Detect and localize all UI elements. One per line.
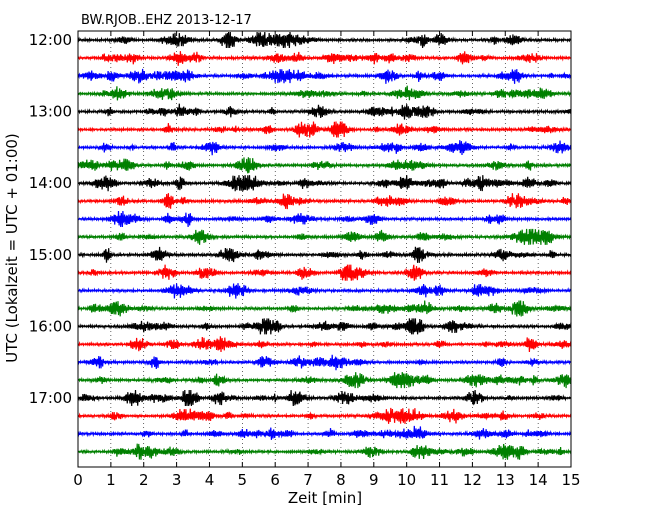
plot-frame [77, 30, 572, 468]
trace-line [77, 300, 572, 317]
trace-line [77, 193, 572, 210]
trace-line [77, 85, 572, 101]
chart-title: BW.RJOB..EHZ 2013-12-17 [81, 13, 252, 28]
x-tick-label: 2 [139, 471, 149, 489]
y-axis-label: UTC (Lokalzeit = UTC + 01:00) [3, 133, 21, 363]
trace-line [77, 336, 572, 353]
y-tick-label: 14:00 [29, 174, 72, 192]
x-tick-label: 3 [172, 471, 182, 489]
y-tick-label: 13:00 [29, 103, 72, 121]
trace-line [77, 318, 572, 335]
x-tick-label: 9 [369, 471, 379, 489]
x-tick-label: 14 [529, 471, 548, 489]
trace-line [77, 140, 572, 156]
x-axis: 0 1 2 3 4 5 6 7 8 9 10 11 12 13 14 15 [73, 31, 581, 489]
trace-line [77, 157, 572, 174]
y-tick-label: 12:00 [29, 31, 72, 49]
x-tick-label: 13 [496, 471, 515, 489]
x-tick-label: 6 [270, 471, 280, 489]
x-tick-label: 4 [205, 471, 215, 489]
x-tick-label: 5 [238, 471, 248, 489]
trace-line [77, 31, 572, 49]
trace-line [77, 103, 572, 120]
trace-line [77, 425, 572, 440]
x-tick-label: 10 [397, 471, 416, 489]
trace-line [77, 354, 572, 371]
trace-line [77, 68, 572, 84]
x-axis-label: Zeit [min] [288, 489, 362, 507]
trace-line [77, 443, 572, 460]
grid-lines [110, 31, 539, 467]
trace-line [77, 283, 572, 299]
trace-line [77, 407, 572, 424]
trace-line [77, 228, 572, 245]
y-tick-label: 15:00 [29, 246, 72, 264]
x-tick-label: 12 [463, 471, 482, 489]
y-tick-label: 16:00 [29, 317, 72, 335]
x-tick-label: 7 [303, 471, 313, 489]
y-tick-label: 17:00 [29, 389, 72, 407]
trace-line [77, 389, 572, 407]
x-tick-label: 0 [73, 471, 83, 489]
trace-line [77, 175, 572, 192]
trace-line [77, 264, 572, 281]
x-tick-label: 15 [561, 471, 580, 489]
trace-line [77, 210, 572, 228]
seismogram-traces [77, 31, 572, 460]
x-tick-label: 8 [336, 471, 346, 489]
trace-line [77, 246, 572, 263]
x-tick-label: 1 [106, 471, 116, 489]
y-axis: 12:00 13:00 14:00 15:00 16:00 17:00 [29, 31, 571, 407]
trace-line [77, 372, 572, 389]
trace-line [77, 51, 572, 66]
trace-line [77, 121, 572, 138]
x-tick-label: 11 [430, 471, 449, 489]
